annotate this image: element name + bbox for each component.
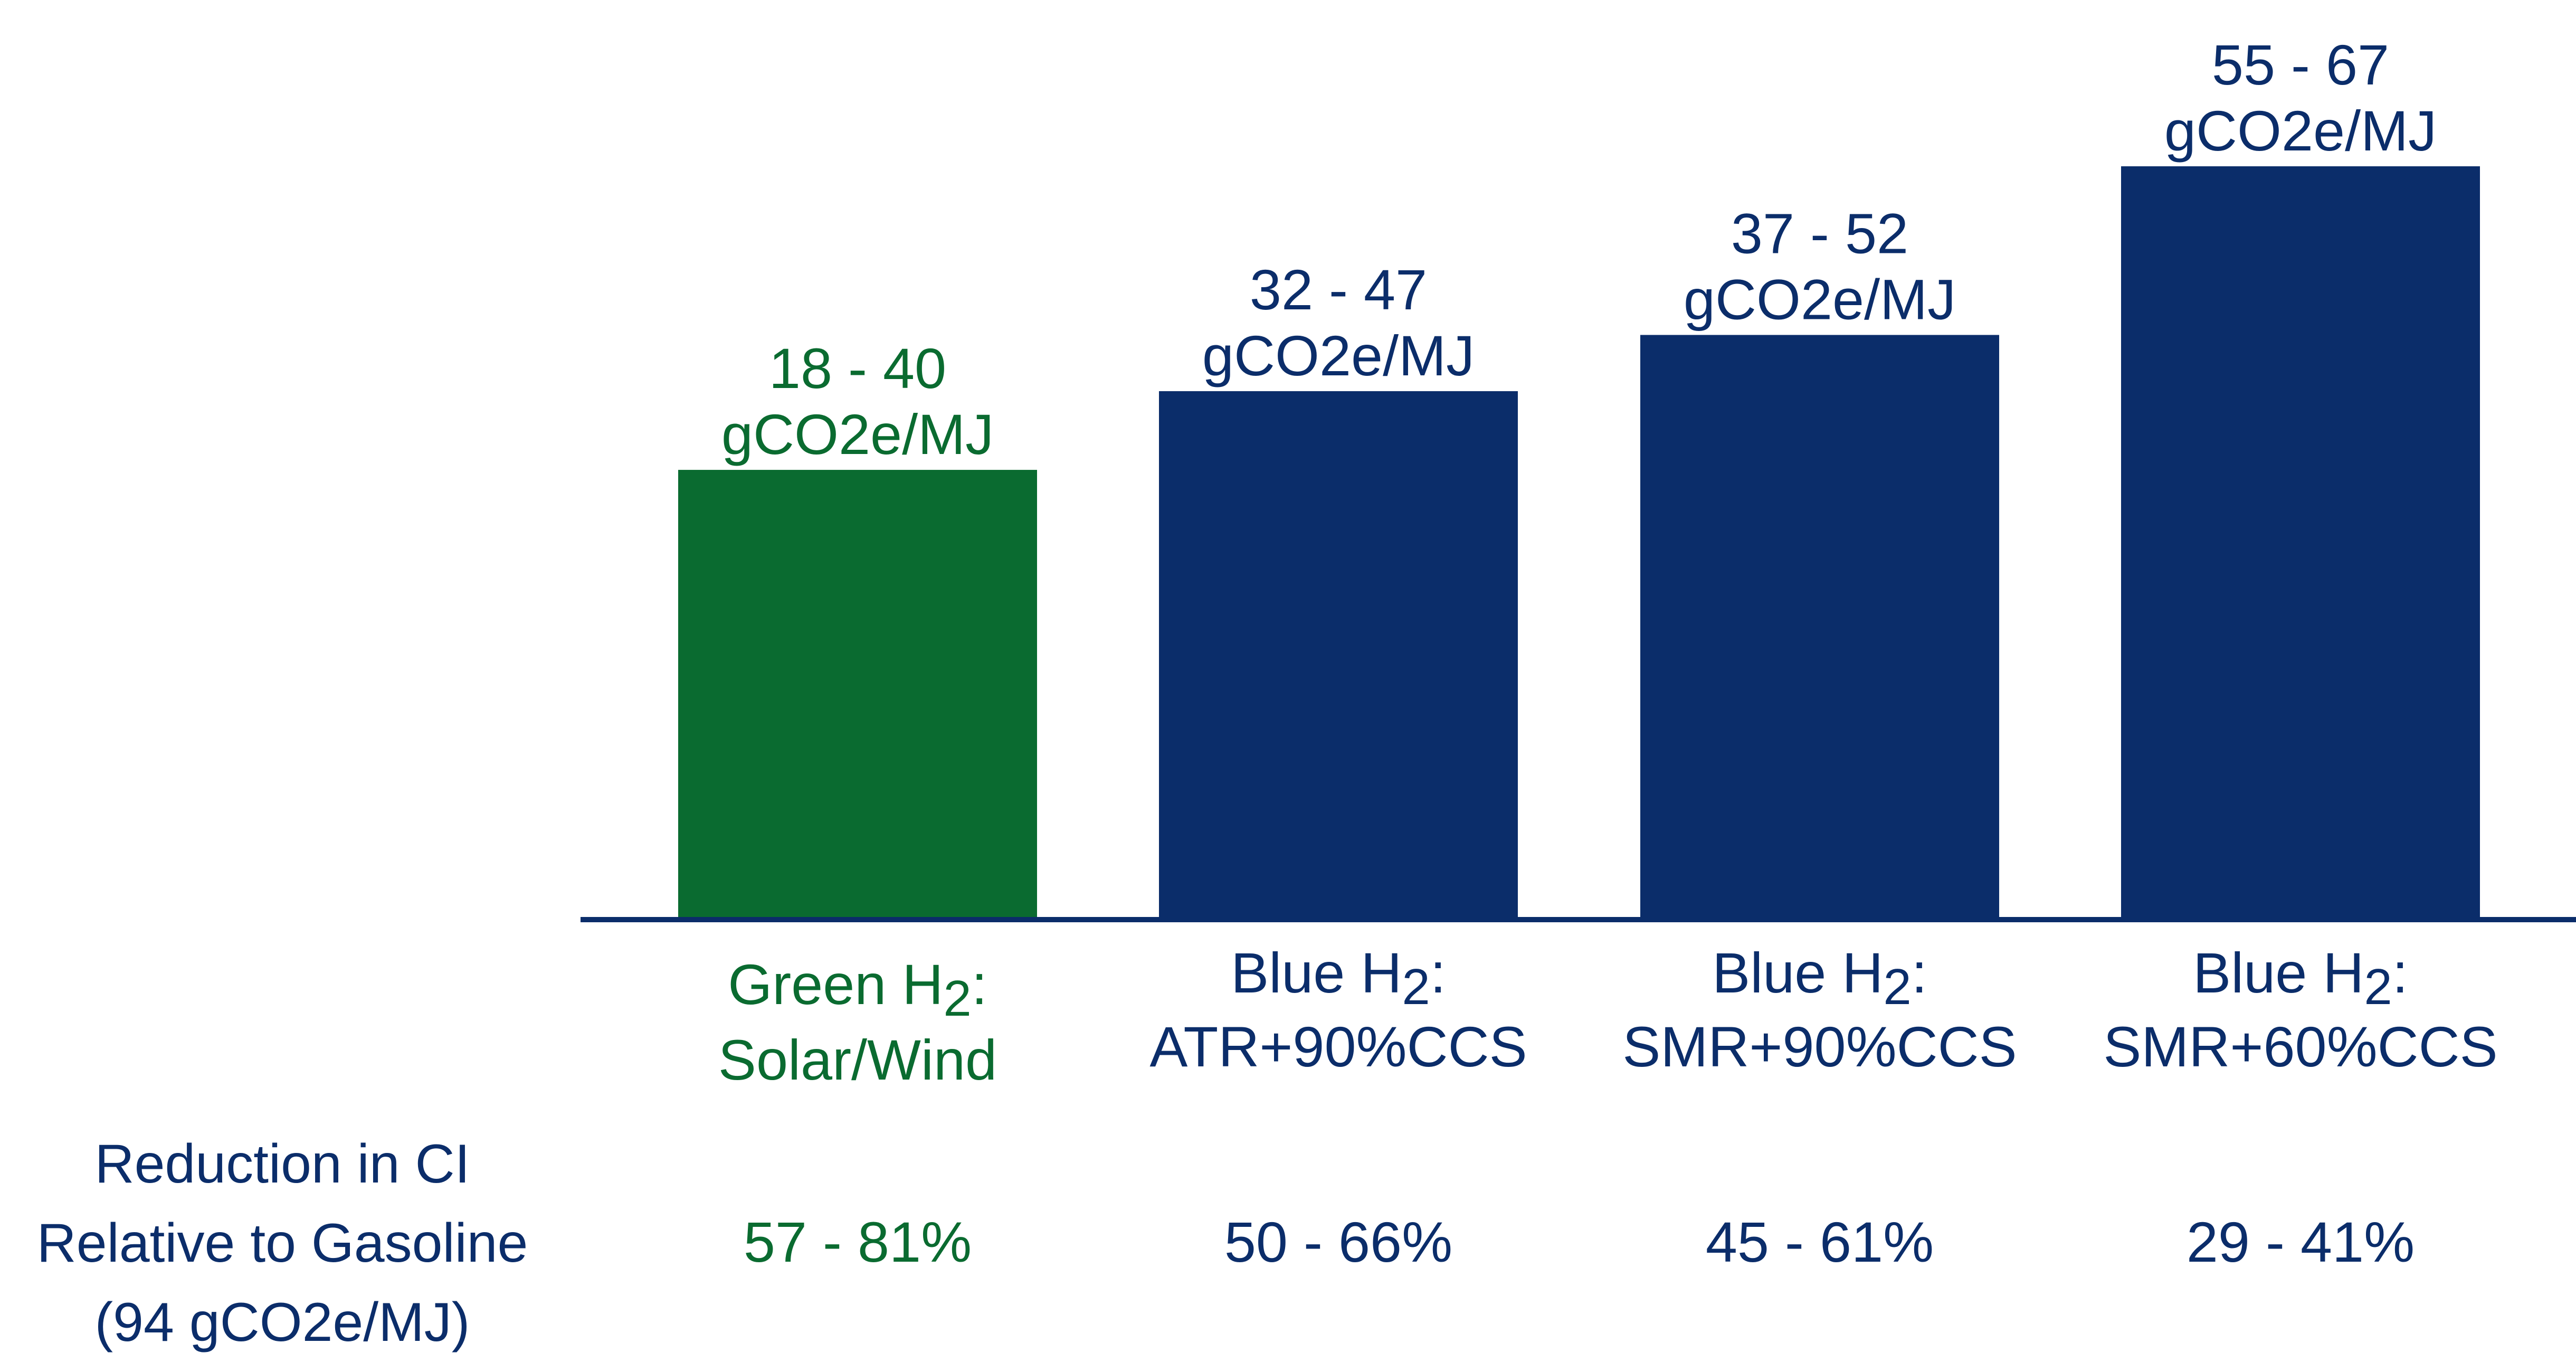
reduction-value-4: 29 - 41% xyxy=(2187,1210,2415,1274)
category-label-3-line-1: Blue H2: xyxy=(1712,941,1927,1015)
reduction-label-line-3: (94 gCO2e/MJ) xyxy=(94,1292,470,1353)
reduction-label-line-2: Relative to Gasoline xyxy=(36,1213,528,1274)
bar-2 xyxy=(1159,391,1518,920)
category-label-2-line-2: ATR+90%CCS xyxy=(1149,1015,1527,1079)
reduction-value-1: 57 - 81% xyxy=(744,1210,972,1274)
category-label-1-line-1: Green H2: xyxy=(728,952,987,1027)
bars-group xyxy=(678,166,2480,920)
value-label-1-range: 18 - 40 xyxy=(769,336,946,400)
value-label-2-unit: gCO2e/MJ xyxy=(1202,324,1475,387)
reduction-label-line-1: Reduction in CI xyxy=(94,1133,470,1195)
value-label-3-range: 37 - 52 xyxy=(1731,201,1908,265)
category-label-1-line-2: Solar/Wind xyxy=(718,1028,997,1092)
value-label-4-unit: gCO2e/MJ xyxy=(2164,99,2437,163)
reduction-value-3: 45 - 61% xyxy=(1706,1210,1934,1274)
category-label-2-line-1: Blue H2: xyxy=(1231,941,1446,1015)
category-label-4-line-2: SMR+60%CCS xyxy=(2103,1015,2497,1079)
bar-4 xyxy=(2121,166,2480,920)
reduction-value-2: 50 - 66% xyxy=(1224,1210,1452,1274)
bar-3 xyxy=(1640,335,1999,920)
value-label-3-unit: gCO2e/MJ xyxy=(1684,267,1956,331)
value-label-1-unit: gCO2e/MJ xyxy=(721,402,994,466)
category-label-4-line-1: Blue H2: xyxy=(2193,941,2408,1015)
value-label-4-range: 55 - 67 xyxy=(2212,33,2389,97)
value-label-2-range: 32 - 47 xyxy=(1250,258,1427,321)
bar-1 xyxy=(678,470,1037,920)
reduction-values-group: 57 - 81% 50 - 66% 45 - 61% 29 - 41% xyxy=(744,1210,2415,1274)
reduction-row-label: Reduction in CI Relative to Gasoline (94… xyxy=(0,1124,565,1362)
category-label-3-line-2: SMR+90%CCS xyxy=(1622,1015,2017,1079)
